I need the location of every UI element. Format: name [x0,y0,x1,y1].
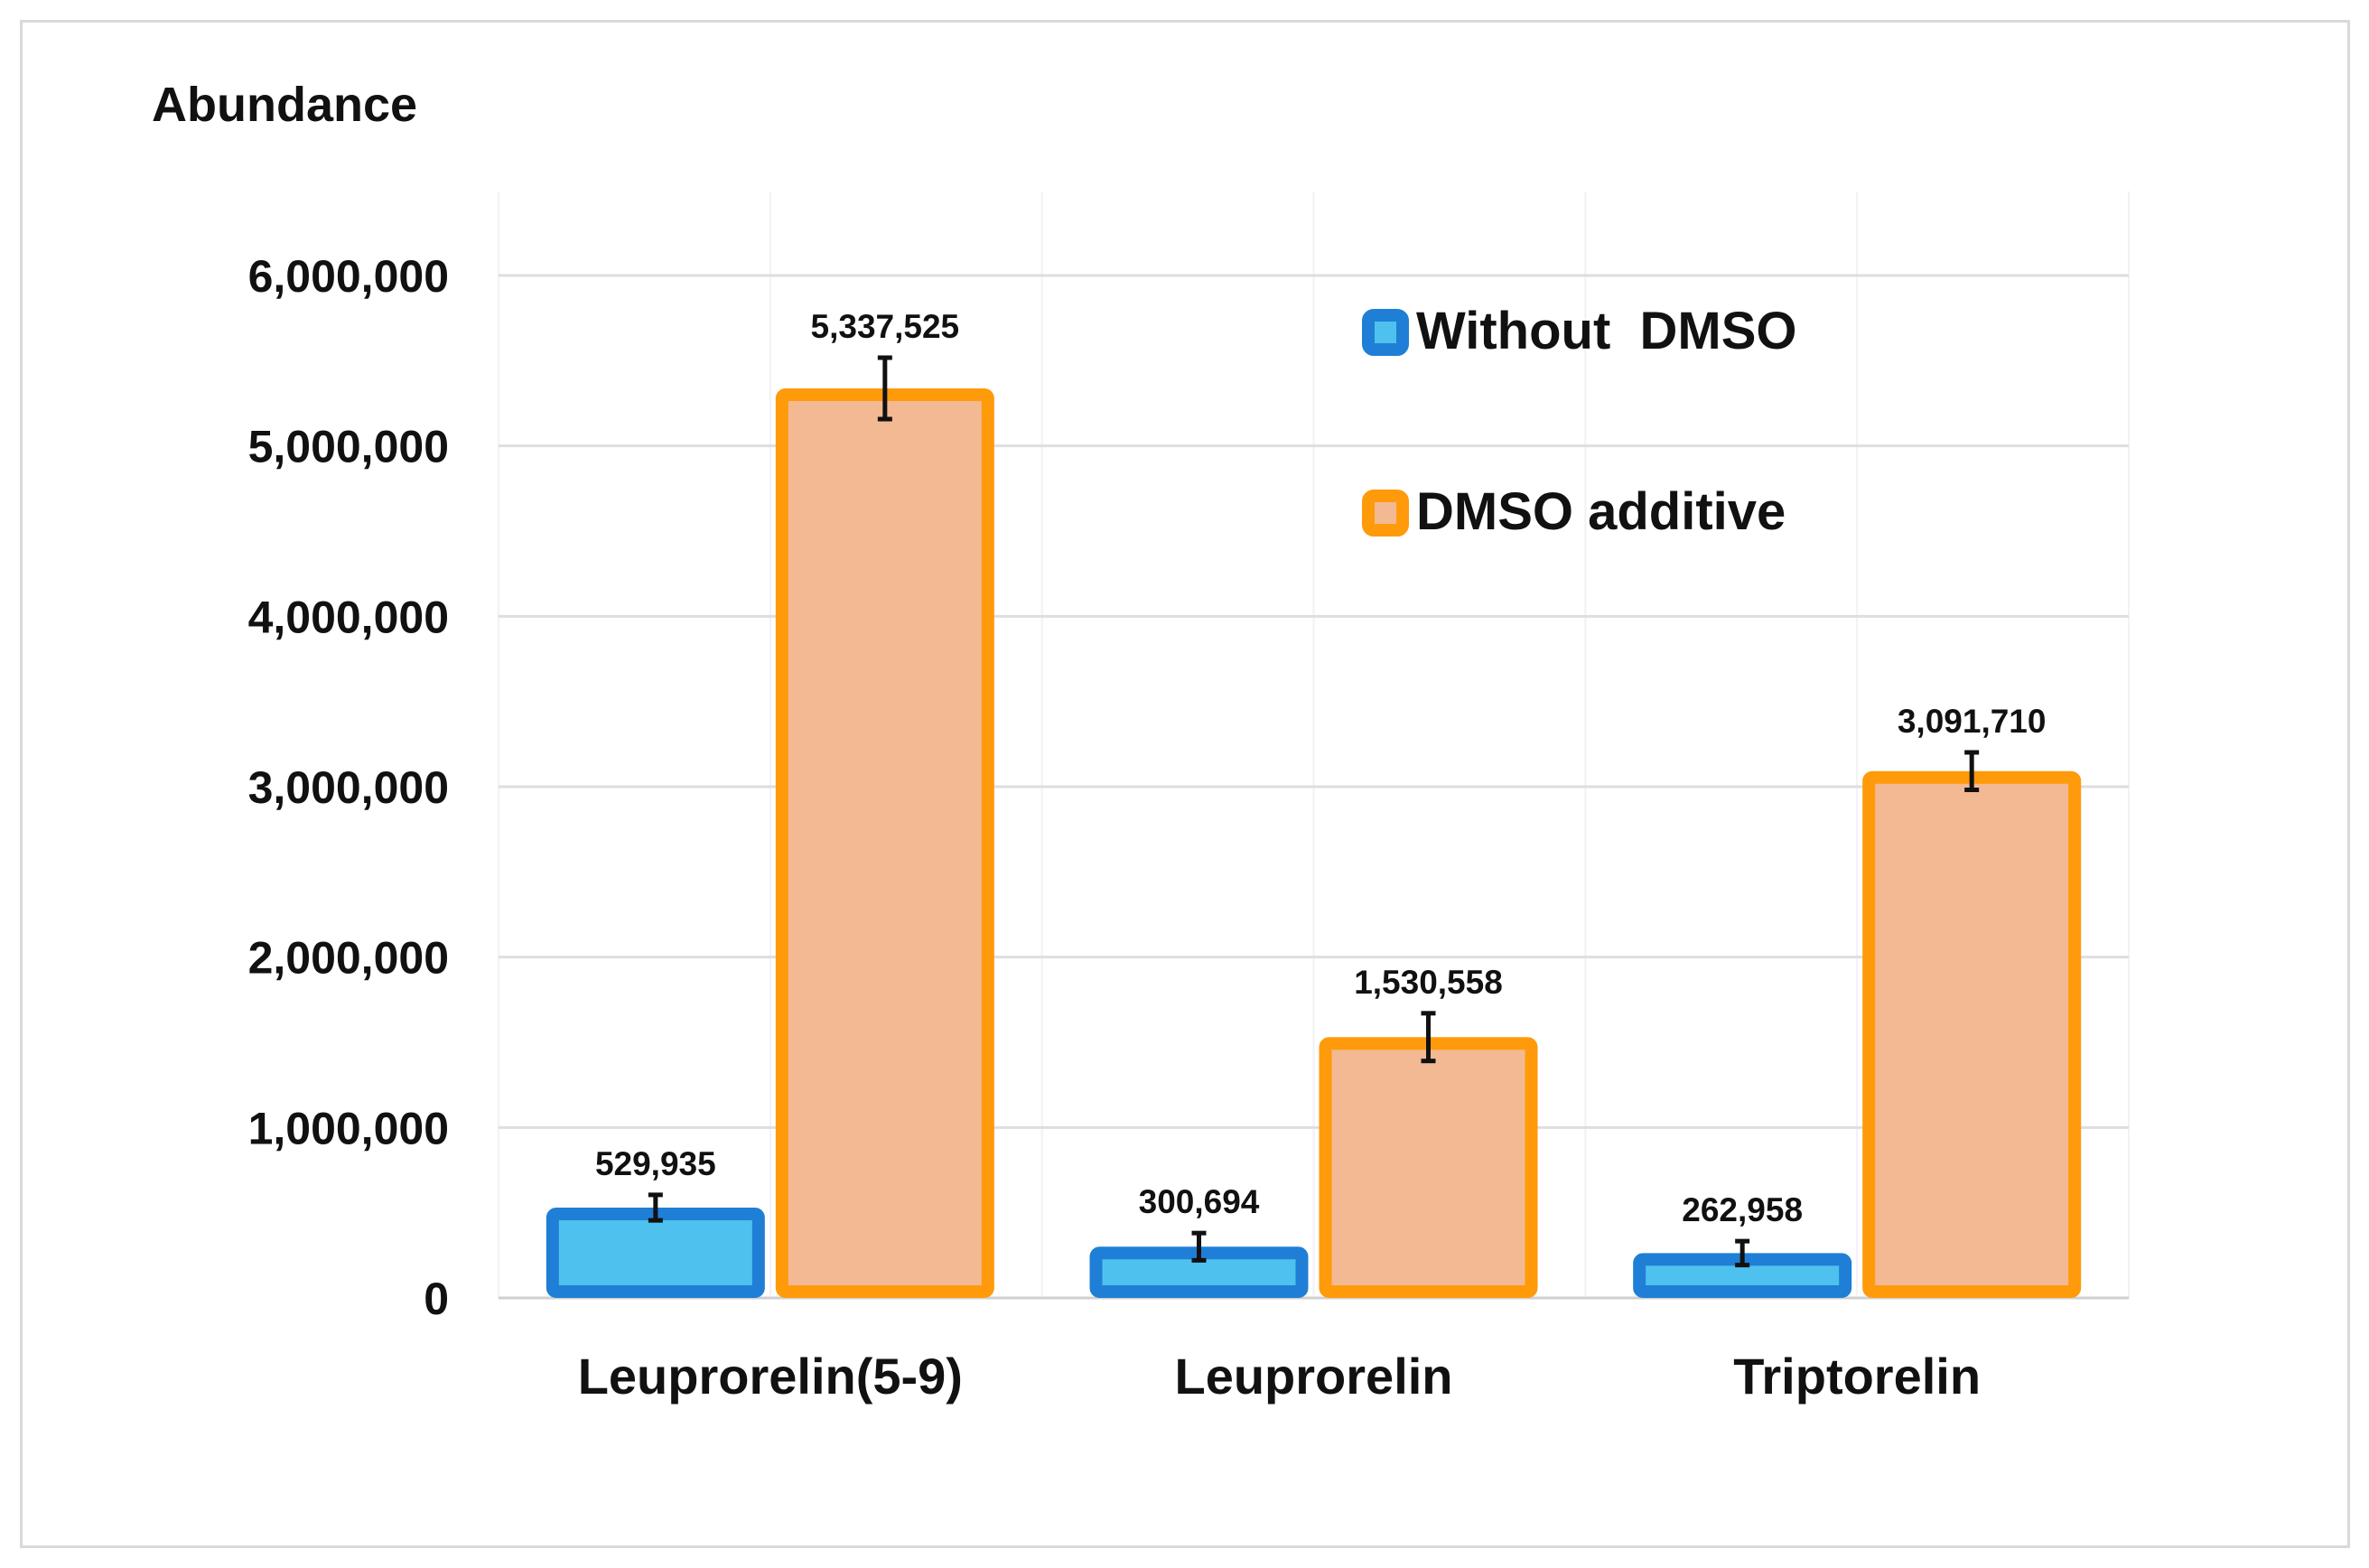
x-axis-categories: Leuprorelin(5-9) Leuprorelin Triptorelin [578,1348,1981,1405]
x-category-label: Leuprorelin [1174,1348,1452,1405]
legend-label: Without DMSO [1416,302,1797,360]
bar-dmso-additive-2 [1862,770,2082,1298]
legend-label: DMSO additive [1416,482,1786,541]
bars [546,387,2082,1299]
data-label: 529,935 [595,1145,716,1182]
y-axis-ticks: 0 1,000,000 2,000,000 3,000,000 4,000,000 5,0… [248,251,449,1324]
legend-item: Without DMSO [1362,302,1797,360]
error-bar [877,355,892,422]
data-label: 3,091,710 [1898,703,2047,740]
y-tick-label: 6,000,000 [248,251,449,302]
error-bars [648,355,1980,1268]
data-label: 5,337,525 [811,308,960,345]
legend-item: DMSO additive [1362,482,1786,541]
y-tick-label: 5,000,000 [248,422,449,472]
bar-dmso-additive-1 [1319,1037,1538,1299]
x-category-label: Triptorelin [1733,1348,1981,1405]
error-bar [1191,1230,1207,1263]
data-labels: 529,935 5,337,525 300,694 1,530,558 262,958 3… [595,308,2047,1228]
error-bar [1735,1238,1750,1268]
error-bar [1964,750,1980,792]
y-axis-title: Abundance [152,78,417,132]
bar-dmso-additive-0 [775,387,994,1298]
legend-swatch [1362,309,1409,356]
error-bar [648,1192,663,1223]
x-category-label: Leuprorelin(5-9) [578,1348,963,1405]
legend-swatch [1362,490,1409,537]
legend: Without DMSO DMSO additive [1362,302,1797,541]
grid-lines [498,191,2130,1300]
error-bar [1421,1011,1436,1064]
y-tick-label: 4,000,000 [248,592,449,642]
data-label: 300,694 [1139,1183,1260,1220]
y-tick-label: 2,000,000 [248,933,449,984]
data-label: 262,958 [1682,1191,1803,1228]
y-tick-label: 3,000,000 [248,762,449,813]
y-tick-label: 1,000,000 [248,1103,449,1153]
y-tick-label: 0 [424,1274,449,1324]
data-label: 1,530,558 [1354,964,1503,1001]
bar-without-dmso-0 [546,1208,765,1298]
